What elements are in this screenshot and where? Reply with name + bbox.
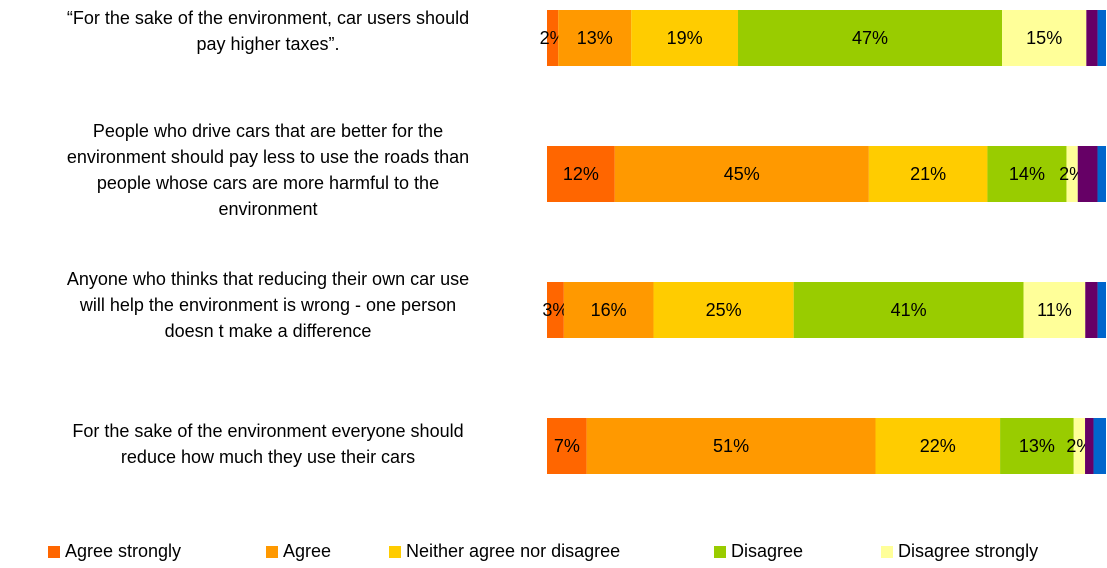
bar-segment	[1085, 418, 1094, 474]
data-label: 13%	[577, 28, 613, 48]
category-label-line: reduce how much they use their cars	[120, 447, 416, 467]
legend-swatch	[48, 545, 60, 558]
legend-item: Disagree strongly	[881, 541, 1038, 562]
legend-label: Disagree strongly	[898, 541, 1039, 561]
bar-segment	[1000, 418, 1074, 474]
legend-swatch	[714, 545, 726, 558]
legend: Agree strongly Agree Neither agree nor dis…	[0, 541, 1107, 567]
bar-segment	[1077, 146, 1098, 202]
legend-label: Agree strongly	[65, 541, 182, 561]
bar-segment	[1097, 282, 1106, 338]
bar-segment	[868, 146, 988, 202]
category-label: Anyone who thinks that reducing their ow…	[0, 266, 536, 344]
data-label: 22%	[920, 436, 956, 456]
data-label: 11%	[1037, 300, 1072, 320]
data-label: 21%	[910, 164, 946, 184]
category-label-line: people whose cars are more harmful to th…	[96, 173, 440, 193]
bar-segment	[1093, 418, 1106, 474]
bar-segment	[1097, 10, 1106, 66]
data-label: 45%	[724, 164, 760, 184]
bar-segment	[547, 282, 564, 338]
bar-segment	[547, 10, 559, 66]
data-label: 51%	[713, 436, 749, 456]
legend-label: Agree	[283, 541, 332, 561]
legend-label: Neither agree nor disagree	[406, 541, 621, 561]
bar-segment	[653, 282, 794, 338]
category-label-line: pay higher taxes”.	[196, 34, 340, 54]
category-label-line: doesn t make a difference	[164, 321, 372, 341]
category-label: People who drive cars that are better fo…	[0, 118, 536, 222]
legend-label: Disagree	[731, 541, 804, 561]
bar-segment	[1066, 146, 1078, 202]
category-label-line: will help the environment is wrong - one…	[79, 295, 457, 315]
legend-swatch	[881, 545, 893, 558]
bar-segment	[586, 418, 876, 474]
bar-segment	[1085, 282, 1098, 338]
data-label: 3%	[542, 300, 568, 320]
category-label-line: People who drive cars that are better fo…	[92, 121, 444, 141]
bar-segment	[738, 10, 1003, 66]
stacked-bar-chart: 2% 13% 19% 47% 15%12% 45% 21% 14% 2%3% 16% 25% 41% 1…	[540, 10, 1106, 474]
data-label: 14%	[1009, 164, 1045, 184]
bar-segment	[1097, 146, 1106, 202]
legend-swatch	[266, 545, 278, 558]
data-label: 25%	[706, 300, 742, 320]
category-label: For the sake of the environment everyone…	[0, 418, 536, 470]
category-label-line: Anyone who thinks that reducing their ow…	[66, 269, 470, 289]
category-label-line: “For the sake of the environment, car us…	[66, 8, 470, 28]
data-label: 19%	[667, 28, 703, 48]
bar-segment	[563, 282, 654, 338]
category-label-line: environment	[218, 199, 318, 219]
bar-segment	[1086, 10, 1098, 66]
data-label: 13%	[1019, 436, 1055, 456]
bar-segment	[1023, 282, 1086, 338]
bar-segment	[875, 418, 1001, 474]
data-label: 41%	[891, 300, 927, 320]
bar-segment	[1073, 418, 1086, 474]
bar-segment	[558, 10, 632, 66]
legend-item: Agree	[266, 541, 331, 562]
data-label: 15%	[1026, 28, 1062, 48]
data-label: 7%	[554, 436, 580, 456]
bar-segment	[793, 282, 1024, 338]
bar-segment	[547, 146, 615, 202]
category-label: “For the sake of the environment, car us…	[0, 5, 536, 57]
bar-segment	[547, 418, 587, 474]
category-label-line: environment should pay less to use the r…	[66, 147, 470, 167]
legend-swatch	[389, 545, 401, 558]
legend-item: Disagree	[714, 541, 803, 562]
bar-segment	[614, 146, 869, 202]
category-label-line: For the sake of the environment everyone…	[72, 421, 464, 441]
bar-segment	[1002, 10, 1087, 66]
data-label: 16%	[591, 300, 627, 320]
data-label: 47%	[852, 28, 888, 48]
legend-item: Agree strongly	[48, 541, 181, 562]
data-label: 12%	[563, 164, 599, 184]
bar-segment	[631, 10, 739, 66]
legend-item: Neither agree nor disagree	[389, 541, 620, 562]
bar-segment	[987, 146, 1067, 202]
